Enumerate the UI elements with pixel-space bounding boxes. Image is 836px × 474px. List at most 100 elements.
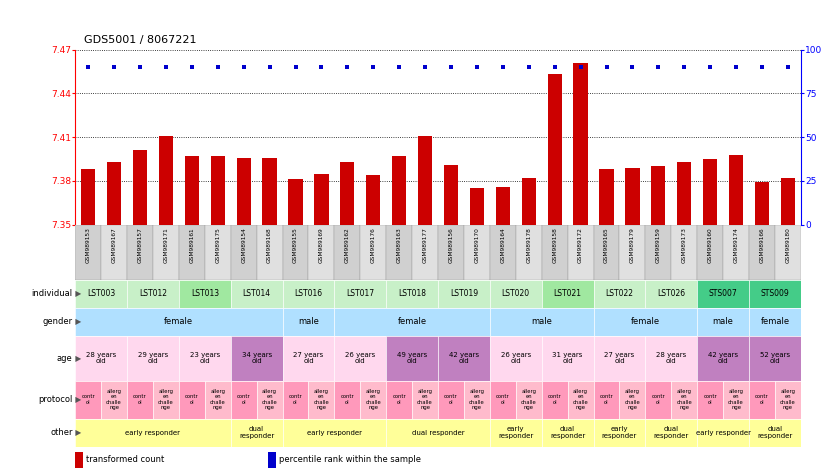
Text: GSM989177: GSM989177: [423, 228, 427, 263]
Text: allerg
en
challe
nge: allerg en challe nge: [106, 389, 122, 410]
Text: gender: gender: [43, 317, 73, 326]
Bar: [619, 381, 645, 419]
Bar: [179, 280, 231, 308]
Text: LST013: LST013: [191, 289, 219, 298]
Bar: [127, 225, 153, 280]
Text: 26 years
old: 26 years old: [345, 352, 375, 365]
Text: ▶: ▶: [73, 354, 81, 363]
Bar: [444, 165, 458, 225]
Text: allerg
en
challe
nge: allerg en challe nge: [158, 389, 174, 410]
Bar: [645, 225, 671, 280]
Bar: [697, 280, 749, 308]
Text: allerg
en
challe
nge: allerg en challe nge: [365, 389, 381, 410]
Bar: [568, 381, 594, 419]
Bar: [308, 381, 334, 419]
Text: 52 years
old: 52 years old: [760, 352, 790, 365]
Bar: [412, 381, 438, 419]
Text: 27 years
old: 27 years old: [604, 352, 635, 365]
Text: GSM989168: GSM989168: [268, 228, 272, 263]
Text: female: female: [761, 317, 789, 326]
Bar: [749, 308, 801, 336]
Text: early responder: early responder: [696, 429, 751, 436]
Bar: [496, 187, 510, 225]
Text: male: male: [713, 317, 733, 326]
Text: GSM989153: GSM989153: [86, 228, 90, 263]
Text: male: male: [298, 317, 319, 326]
Bar: [75, 225, 101, 280]
Text: LST026: LST026: [657, 289, 686, 298]
Text: ▶: ▶: [73, 289, 81, 298]
Bar: [749, 280, 801, 308]
Text: allerg
en
challe
nge: allerg en challe nge: [314, 389, 329, 410]
Bar: [334, 225, 360, 280]
Bar: [412, 225, 438, 280]
Bar: [677, 162, 691, 225]
Text: allerg
en
challe
nge: allerg en challe nge: [624, 389, 640, 410]
Text: contr
ol: contr ol: [185, 394, 199, 405]
Text: 34 years
old: 34 years old: [242, 352, 272, 365]
Text: male: male: [532, 317, 552, 326]
Bar: [386, 225, 412, 280]
Bar: [568, 225, 594, 280]
Text: contr
ol: contr ol: [288, 394, 303, 405]
Bar: [308, 225, 334, 280]
Point: [107, 64, 120, 71]
Text: GSM989155: GSM989155: [293, 228, 298, 263]
Bar: [645, 381, 671, 419]
Text: LST012: LST012: [139, 289, 167, 298]
Text: GSM989162: GSM989162: [345, 228, 349, 263]
Text: dual
responder: dual responder: [757, 427, 793, 439]
Bar: [334, 308, 490, 336]
Bar: [283, 308, 334, 336]
Bar: [211, 156, 225, 225]
Text: early
responder: early responder: [498, 427, 533, 439]
Bar: [490, 280, 542, 308]
Text: GSM989172: GSM989172: [579, 228, 583, 263]
Bar: [366, 175, 380, 225]
Text: GSM989167: GSM989167: [112, 228, 116, 263]
Bar: [671, 381, 697, 419]
Bar: [651, 166, 665, 225]
Bar: [671, 225, 697, 280]
Bar: [438, 381, 464, 419]
Text: GSM989163: GSM989163: [397, 228, 401, 263]
Text: GSM989173: GSM989173: [682, 228, 686, 263]
Bar: [464, 381, 490, 419]
Bar: [749, 419, 801, 447]
Bar: [594, 280, 645, 308]
Bar: [283, 336, 334, 381]
Point: [340, 64, 354, 71]
Bar: [257, 381, 283, 419]
Bar: [781, 178, 795, 225]
Bar: [205, 381, 231, 419]
Text: allerg
en
challe
nge: allerg en challe nge: [573, 389, 589, 410]
Text: GSM989157: GSM989157: [138, 228, 142, 263]
Bar: [729, 155, 743, 225]
Text: LST020: LST020: [502, 289, 530, 298]
Text: allerg
en
challe
nge: allerg en challe nge: [262, 389, 278, 410]
Bar: [599, 169, 614, 225]
Text: individual: individual: [32, 289, 73, 298]
Text: 42 years
old: 42 years old: [708, 352, 738, 365]
Text: allerg
en
challe
nge: allerg en challe nge: [728, 389, 744, 410]
Text: GSM989164: GSM989164: [501, 228, 505, 263]
Bar: [645, 336, 697, 381]
Text: allerg
en
challe
nge: allerg en challe nge: [469, 389, 485, 410]
Bar: [75, 308, 283, 336]
Bar: [75, 336, 127, 381]
Point: [366, 64, 380, 71]
Bar: [231, 419, 283, 447]
Bar: [749, 225, 775, 280]
Bar: [723, 225, 749, 280]
Text: contr
ol: contr ol: [548, 394, 562, 405]
Bar: [101, 381, 127, 419]
Bar: [573, 63, 588, 225]
Point: [651, 64, 665, 71]
Text: allerg
en
challe
nge: allerg en challe nge: [210, 389, 226, 410]
Bar: [75, 419, 231, 447]
Text: allerg
en
challe
nge: allerg en challe nge: [521, 389, 537, 410]
Text: contr
ol: contr ol: [133, 394, 147, 405]
Bar: [775, 225, 801, 280]
Point: [755, 64, 768, 71]
Text: 27 years
old: 27 years old: [293, 352, 324, 365]
